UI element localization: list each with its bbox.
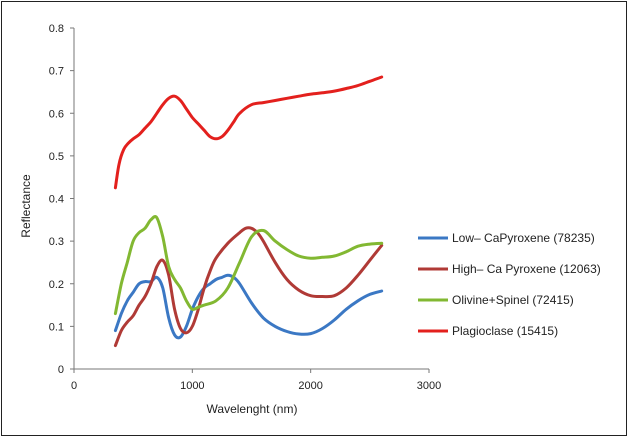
y-tick-label: 0.7 <box>49 66 64 78</box>
y-tick-label: 0.3 <box>49 236 64 248</box>
series-line-3 <box>113 75 384 190</box>
y-tick-label: 0.4 <box>49 194 64 206</box>
series-line-0 <box>113 273 384 340</box>
plot-lines <box>113 75 384 348</box>
x-tick-label: 0 <box>71 380 77 392</box>
y-tick-label: 0.1 <box>49 321 64 333</box>
legend-label: Low– CaPyroxene (78235) <box>452 231 595 245</box>
legend-label: Plagioclase (15415) <box>452 324 558 338</box>
legend: Low– CaPyroxene (78235) High– Ca Pyroxene… <box>418 231 601 338</box>
series-line-2 <box>113 215 384 316</box>
y-tick-label: 0.6 <box>49 108 64 120</box>
x-tick-label: 2000 <box>298 380 322 392</box>
axes: 0 0.1 0.2 0.3 0.4 0.5 0.6 0.7 0.8 0 1000 2000 3000 <box>49 23 442 392</box>
x-tick-label: 1000 <box>180 380 204 392</box>
y-tick-label: 0 <box>58 364 64 376</box>
x-tick-label: 3000 <box>417 380 441 392</box>
legend-label: Olivine+Spinel (72415) <box>452 293 574 307</box>
y-tick-label: 0.2 <box>49 279 64 291</box>
legend-item: High– Ca Pyroxene (12063) <box>418 262 601 276</box>
series-line-1 <box>113 226 384 348</box>
y-axis-title: Reflectance <box>19 174 33 238</box>
legend-label: High– Ca Pyroxene (12063) <box>452 262 601 276</box>
x-axis-title: Wavelenght (nm) <box>207 402 298 416</box>
y-tick-label: 0.8 <box>49 23 64 35</box>
legend-item: Olivine+Spinel (72415) <box>418 293 574 307</box>
y-tick-label: 0.5 <box>49 151 64 163</box>
legend-item: Plagioclase (15415) <box>418 324 558 338</box>
legend-item: Low– CaPyroxene (78235) <box>418 231 595 245</box>
